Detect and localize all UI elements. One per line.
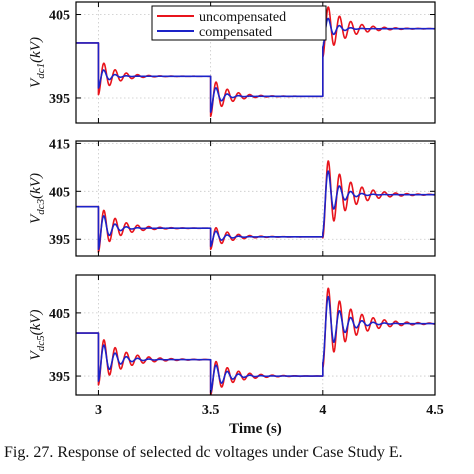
y-axis-label: Vdc5(kV) <box>28 310 47 361</box>
axes-frame <box>75 140 436 257</box>
y-tick-label: 405 <box>49 9 70 24</box>
y-tick-label: 415 <box>49 137 70 152</box>
x-axis-label: Time (s) <box>229 421 282 437</box>
y-tick-label: 395 <box>49 233 70 248</box>
y-tick-label: 395 <box>49 370 70 385</box>
series-line-compensated <box>76 17 435 113</box>
legend-label: compensated <box>199 25 272 40</box>
series-line-compensated <box>76 295 435 394</box>
x-tick-label: 3 <box>95 403 102 418</box>
legend-label: uncompensated <box>199 10 286 25</box>
x-tick-label: 3.5 <box>202 403 220 418</box>
y-tick-label: 405 <box>49 307 70 322</box>
figure-caption: Fig. 27. Response of selected dc voltage… <box>4 444 403 461</box>
legend-box <box>151 5 327 41</box>
plot-area <box>76 275 435 395</box>
y-axis-label: Vdc3(kV) <box>28 173 47 224</box>
series-line-compensated <box>76 170 435 251</box>
series-line-uncompensated <box>76 160 435 253</box>
axes-frame <box>75 1 436 124</box>
y-tick-label: 405 <box>49 185 70 200</box>
panel-middle: 395 405 415 Vdc3(kV) <box>28 137 436 257</box>
plot-area <box>76 141 435 256</box>
y-tick-label: 395 <box>49 92 70 107</box>
x-tick-label: 4 <box>319 403 326 418</box>
y-axis-label: Vdc1(kV) <box>28 37 47 88</box>
axes-frame <box>75 274 436 396</box>
series-line-uncompensated <box>76 287 435 395</box>
x-tick-label: 4.5 <box>426 403 444 418</box>
